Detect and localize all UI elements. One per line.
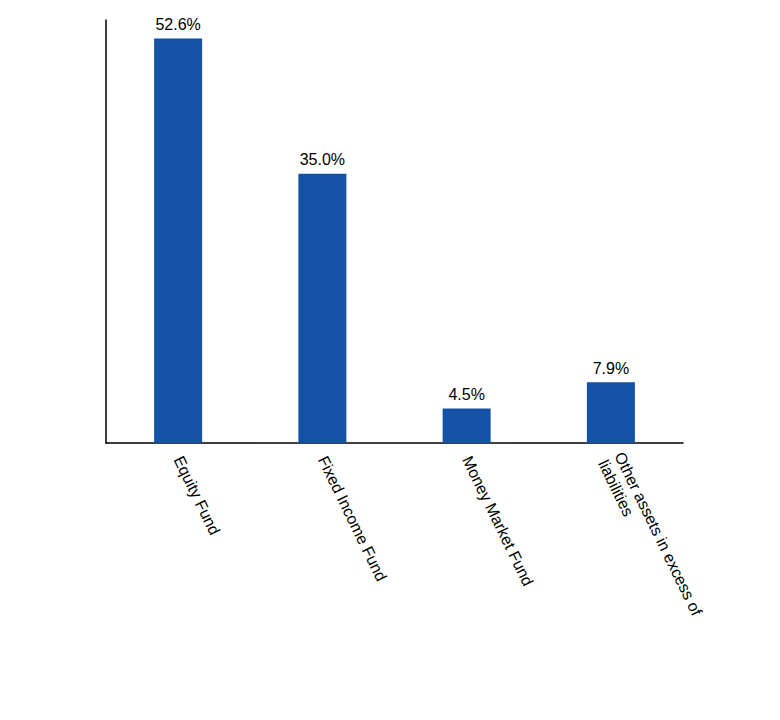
svg-text:52.6%: 52.6% <box>155 16 200 33</box>
svg-text:Other assets in excess of: Other assets in excess of <box>611 449 707 622</box>
svg-text:Money Market Fund: Money Market Fund <box>459 453 537 588</box>
svg-text:Fixed Income Fund: Fixed Income Fund <box>315 453 390 584</box>
svg-text:Equity Fund: Equity Fund <box>170 453 223 537</box>
svg-text:35.0%: 35.0% <box>300 151 345 168</box>
svg-text:4.5%: 4.5% <box>448 386 484 403</box>
svg-text:liabilities: liabilities <box>595 457 637 519</box>
svg-text:7.9%: 7.9% <box>593 360 629 377</box>
